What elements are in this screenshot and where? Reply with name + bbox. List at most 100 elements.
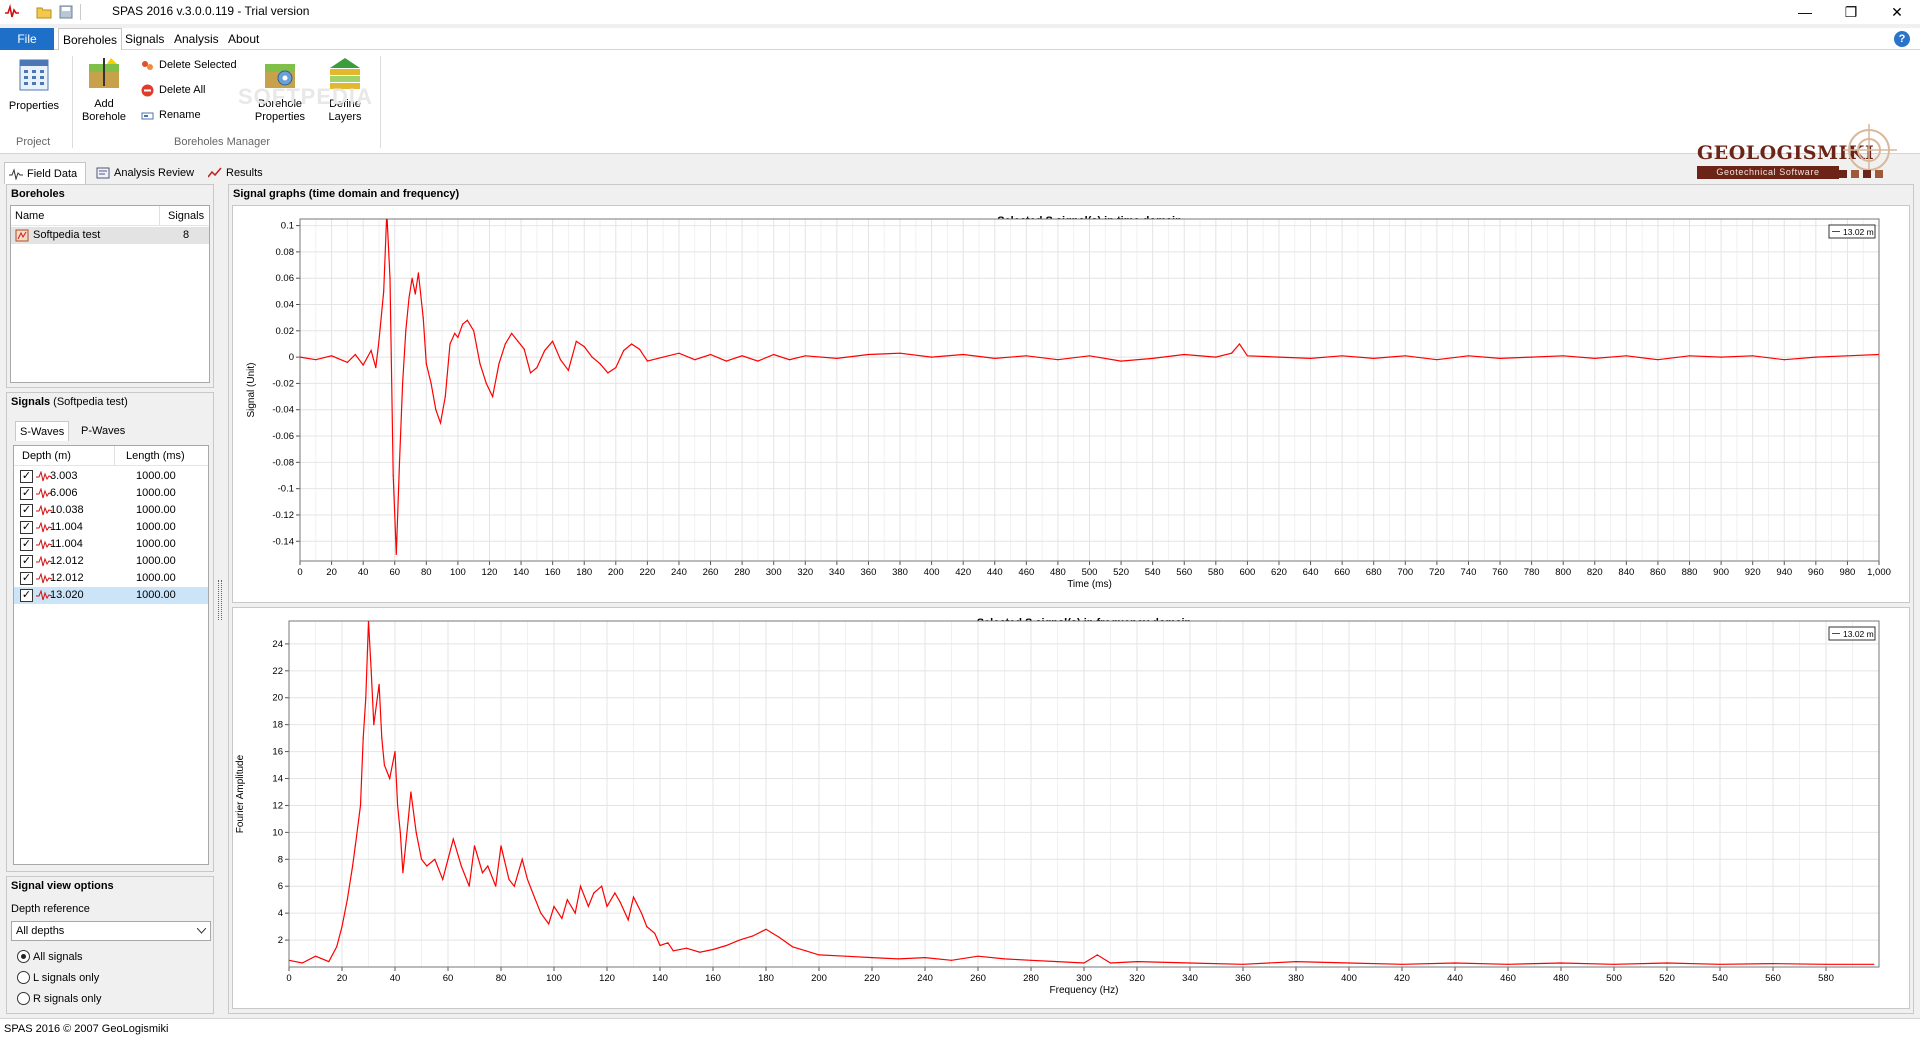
x-tick-label: 400 — [1341, 973, 1357, 984]
delete-selected-button[interactable]: Delete Selected — [139, 56, 237, 74]
col-length[interactable]: Length (ms) — [126, 450, 185, 462]
signal-checkbox[interactable]: ✓ — [20, 538, 33, 551]
signal-length: 1000.00 — [136, 589, 176, 601]
col-name[interactable]: Name — [15, 210, 45, 222]
tab-about[interactable]: About — [228, 32, 260, 46]
boreholes-list[interactable]: Name Signals Softpedia test 8 — [10, 205, 210, 383]
signal-view-options-panel: Signal view options Depth reference All … — [6, 876, 214, 1014]
signal-row[interactable]: ✓ 10.038 1000.00 — [14, 502, 208, 519]
signal-row[interactable]: ✓ 12.012 1000.00 — [14, 553, 208, 570]
r-signals-radio[interactable] — [17, 992, 30, 1005]
borehole-properties-button[interactable]: Borehole Properties — [250, 56, 310, 124]
signal-length: 1000.00 — [136, 555, 176, 567]
tab-results[interactable]: Results — [204, 162, 271, 184]
all-signals-label[interactable]: All signals — [33, 951, 83, 963]
signal-row[interactable]: ✓ 6.006 1000.00 — [14, 485, 208, 502]
data-point — [521, 858, 523, 860]
tab-s-waves[interactable]: S-Waves — [15, 421, 70, 441]
l-signals-radio[interactable] — [17, 971, 30, 984]
save-icon[interactable] — [58, 4, 74, 20]
signal-checkbox[interactable]: ✓ — [20, 470, 33, 483]
data-point — [434, 858, 436, 860]
signal-checkbox[interactable]: ✓ — [20, 504, 33, 517]
properties-button[interactable]: Properties — [4, 58, 64, 113]
define-layers-button[interactable]: Define Layers — [322, 56, 368, 124]
help-icon[interactable]: ? — [1894, 31, 1910, 47]
tab-signals[interactable]: Signals — [125, 32, 165, 46]
x-tick-label: 480 — [1553, 973, 1569, 984]
data-point — [632, 896, 635, 898]
x-tick-label: 640 — [1303, 567, 1319, 578]
signal-row[interactable]: ✓ 13.020 1000.00 — [14, 587, 208, 604]
tab-field-data[interactable]: Field Data — [4, 162, 87, 184]
signal-row[interactable]: ✓ 3.003 1000.00 — [14, 468, 208, 485]
minimize-button[interactable]: — — [1798, 4, 1812, 20]
col-depth[interactable]: Depth (m) — [22, 450, 71, 462]
file-menu[interactable]: File — [0, 28, 54, 50]
signal-checkbox[interactable]: ✓ — [20, 521, 33, 534]
x-tick-label: 180 — [576, 567, 592, 578]
frequency-domain-graph[interactable]: Selected S signal(s) in frequency domain… — [232, 607, 1910, 1009]
tab-analysis[interactable]: Analysis — [174, 32, 219, 46]
signal-length: 1000.00 — [136, 572, 176, 584]
data-point — [526, 878, 529, 881]
add-borehole-button[interactable]: Add Borehole — [78, 56, 130, 124]
signal-checkbox[interactable]: ✓ — [20, 555, 33, 568]
l-signals-label[interactable]: L signals only — [33, 972, 100, 984]
data-point — [1772, 963, 1774, 965]
data-point — [425, 363, 427, 365]
y-tick-label: -0.14 — [272, 536, 294, 547]
open-icon[interactable] — [36, 4, 52, 20]
rename-button[interactable]: Rename — [139, 106, 201, 124]
delete-all-button[interactable]: Delete All — [139, 81, 205, 99]
vertical-splitter[interactable] — [218, 580, 222, 620]
data-point — [1873, 963, 1875, 965]
data-point — [354, 353, 356, 356]
data-point — [362, 737, 364, 739]
signal-wave-icon — [36, 488, 52, 499]
maximize-button[interactable]: ❐ — [1844, 4, 1858, 20]
data-point — [1688, 355, 1691, 357]
tab-boreholes[interactable]: Boreholes — [58, 28, 123, 51]
group-label-boreholes-manager: Boreholes Manager — [174, 136, 271, 148]
y-axis-label: Signal (Unit) — [246, 362, 257, 417]
close-button[interactable]: ✕ — [1891, 4, 1903, 20]
signals-list[interactable]: Depth (m) Length (ms) ✓ 3.003 1000.00 ✓ 6.00… — [13, 445, 209, 865]
data-point — [1783, 359, 1785, 361]
data-point — [994, 357, 996, 359]
signal-row[interactable]: ✓ 12.012 1000.00 — [14, 570, 208, 587]
data-point — [1825, 963, 1827, 965]
signal-checkbox[interactable]: ✓ — [20, 572, 33, 585]
signal-checkbox[interactable]: ✓ — [20, 589, 33, 602]
data-point — [540, 912, 542, 914]
data-point — [574, 912, 576, 914]
depth-reference-select[interactable]: All depths — [11, 921, 211, 941]
signal-length: 1000.00 — [136, 504, 176, 516]
signal-row[interactable]: ✓ 11.004 1000.00 — [14, 536, 208, 553]
data-point — [1846, 355, 1848, 357]
signal-checkbox[interactable]: ✓ — [20, 487, 33, 500]
x-tick-label: 540 — [1712, 973, 1728, 984]
tab-analysis-review[interactable]: Analysis Review — [92, 162, 202, 184]
panel-splitter[interactable]: ....... — [86, 386, 99, 397]
y-tick-label: -0.06 — [272, 431, 294, 442]
x-tick-label: 40 — [358, 567, 369, 578]
y-tick-label: -0.04 — [272, 405, 294, 416]
x-tick-label: 740 — [1461, 567, 1477, 578]
r-signals-label[interactable]: R signals only — [33, 993, 102, 1005]
x-tick-label: 440 — [1447, 973, 1463, 984]
x-tick-label: 460 — [1018, 567, 1034, 578]
x-tick-label: 780 — [1524, 567, 1540, 578]
signal-depth: 13.020 — [50, 589, 84, 601]
data-point — [389, 777, 391, 780]
time-domain-graph[interactable]: Selected S signal(s) in time domain02040… — [232, 205, 1910, 603]
signal-row[interactable]: ✓ 11.004 1000.00 — [14, 519, 208, 536]
legend-box — [1828, 626, 1876, 641]
borehole-row[interactable]: Softpedia test 8 — [11, 227, 209, 244]
tab-p-waves[interactable]: P-Waves — [81, 425, 126, 437]
window-title: SPAS 2016 v.3.0.0.119 - Trial version — [112, 4, 310, 18]
data-point — [1183, 353, 1185, 356]
all-signals-radio[interactable] — [17, 950, 30, 963]
data-point — [654, 932, 656, 934]
col-signals[interactable]: Signals — [168, 210, 205, 222]
